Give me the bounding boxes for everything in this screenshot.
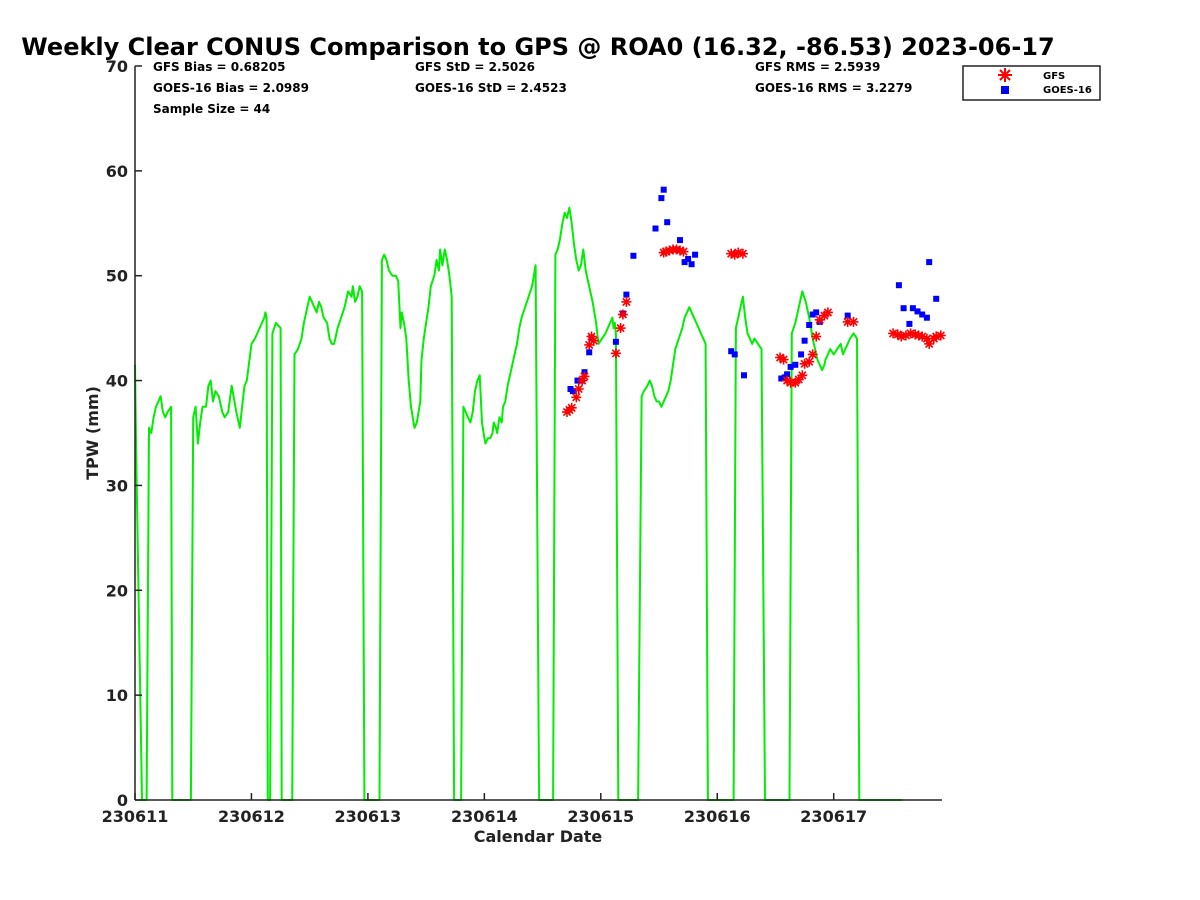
goes-16-point (623, 291, 630, 298)
goes-16-point (801, 337, 808, 344)
goes-16-point (844, 312, 851, 319)
goes-16-point (784, 371, 791, 378)
goes-16-point (569, 388, 576, 395)
y-axis-label: TPW (mm) (83, 386, 102, 480)
legend-goes-16-marker (1001, 86, 1009, 94)
gfs-point (621, 296, 632, 307)
goes-16-point (787, 363, 794, 370)
legend-gfs-marker (998, 68, 1012, 82)
stat-text: GOES-16 Bias = 2.0989 (153, 81, 309, 95)
chart-title: Weekly Clear CONUS Comparison to GPS @ R… (21, 33, 1054, 61)
gfs-point (807, 349, 818, 360)
stat-text: GOES-16 StD = 2.4523 (415, 81, 567, 95)
gfs-series (562, 244, 946, 417)
gfs-point (797, 370, 808, 381)
stat-text: GFS Bias = 0.68205 (153, 60, 285, 74)
y-tick-label: 70 (106, 57, 128, 76)
y-tick-label: 50 (106, 267, 128, 286)
goes-16-point (681, 259, 688, 266)
goes-16-point (792, 361, 799, 368)
goes-16-point (919, 311, 926, 318)
x-tick-label: 230616 (684, 807, 751, 826)
goes-16-point (692, 251, 699, 258)
goes-16-point (652, 225, 659, 232)
goes-16-point (926, 259, 933, 266)
goes-16-point (664, 219, 671, 226)
y-tick-label: 60 (106, 162, 128, 181)
legend-gfs-label: GFS (1043, 71, 1065, 82)
y-tick-label: 10 (106, 686, 128, 705)
x-tick-label: 230617 (800, 807, 867, 826)
x-ticks: 230611 230612 230613 230614 230615 230616 2306… (102, 793, 867, 826)
goes-16-point (658, 195, 665, 202)
stat-text: Sample Size = 44 (153, 102, 270, 116)
gfs-point (573, 384, 584, 394)
goes-16-point (688, 261, 695, 268)
legend-box (962, 65, 1101, 101)
goes-16-point (813, 309, 820, 316)
x-tick-label: 230613 (335, 807, 402, 826)
goes-16-point (731, 351, 738, 358)
stat-text: GFS StD = 2.5026 (415, 60, 535, 74)
goes-16-point (798, 351, 805, 358)
goes-16-point (685, 255, 692, 262)
gfs-point (737, 248, 748, 259)
goes-16-point (630, 252, 637, 259)
y-ticks: 0 10 20 30 40 50 60 70 (106, 57, 142, 810)
gfs-point (822, 307, 833, 318)
y-tick-label: 20 (106, 581, 128, 600)
legend: GFS GOES-16 (962, 65, 1101, 101)
goes-16-point (741, 372, 747, 379)
goes-16-point (923, 314, 930, 321)
legend-goes-16-label: GOES-16 (1043, 85, 1092, 96)
gfs-point (586, 331, 597, 342)
axes (134, 66, 942, 801)
goes-16-point (586, 349, 593, 356)
goes-16-point (677, 237, 683, 244)
gfs-point (678, 246, 689, 257)
goes-16-point (612, 338, 619, 345)
gfs-point (778, 354, 789, 365)
goes-16-point (728, 348, 735, 355)
goes-16-point (806, 322, 813, 328)
gfs-point (935, 330, 946, 341)
gfs-point (610, 348, 621, 359)
x-tick-label: 230615 (567, 807, 634, 826)
goes-16-point (900, 305, 907, 312)
goes-16-point (909, 305, 916, 312)
x-tick-label: 230612 (218, 807, 285, 826)
y-tick-label: 30 (106, 476, 128, 495)
gfs-point (566, 402, 577, 413)
gfs-point (579, 371, 590, 382)
stat-text: GOES-16 RMS = 3.2279 (755, 81, 912, 95)
goes-16-point (778, 375, 785, 382)
gfs-point (615, 323, 626, 334)
goes-16-point (895, 282, 902, 289)
goes-16-point (933, 295, 940, 302)
stat-text: GFS RMS = 2.5939 (755, 60, 880, 74)
x-tick-label: 230614 (451, 807, 518, 826)
x-axis-label: Calendar Date (474, 827, 603, 846)
gfs-point (571, 392, 582, 403)
x-tick-label: 230611 (102, 807, 169, 826)
y-tick-label: 40 (106, 372, 128, 391)
gfs-point (588, 335, 599, 346)
gfs-point (617, 309, 628, 320)
goes-16-point (914, 308, 921, 315)
goes-16-point (809, 311, 816, 318)
statistics-annotations: GFS Bias = 0.68205 GOES-16 Bias = 2.0989 S… (153, 60, 912, 116)
y-tick-label: 0 (117, 791, 128, 810)
gfs-point (848, 316, 859, 327)
goes-16-point (906, 320, 913, 327)
goes-16-point (660, 186, 667, 193)
gfs-point (804, 356, 815, 367)
gfs-point (811, 331, 822, 342)
